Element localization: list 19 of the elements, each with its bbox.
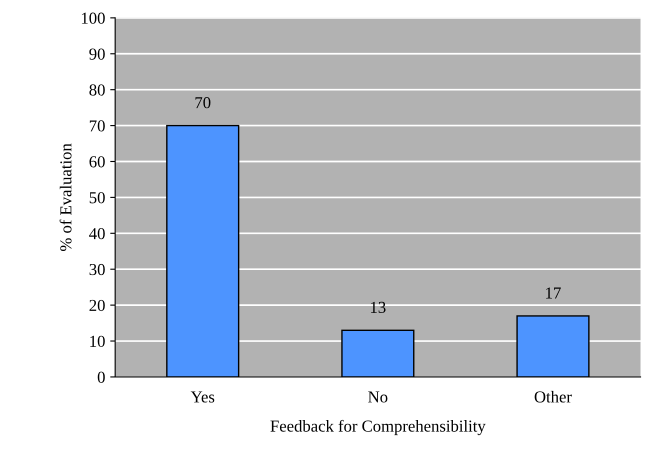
y-tick-label: 40 [89, 228, 105, 240]
y-tick-label: 30 [90, 264, 105, 276]
y-tick-label: 10 [90, 336, 105, 347]
y-tick-label: 0 [98, 372, 105, 383]
y-tick-label: 70 [90, 120, 105, 132]
y-axis-title: % of Evaluation [60, 144, 72, 251]
y-tick-label: 100 [82, 12, 105, 24]
x-axis-title: Feedback for Comprehensibility [270, 420, 486, 436]
x-tick-label: Other [534, 390, 572, 403]
y-tick-label: 50 [90, 192, 105, 204]
data-label: 17 [546, 287, 561, 298]
data-label: 70 [195, 97, 210, 108]
y-tick-label: 20 [90, 300, 105, 312]
x-tick-label: Yes [190, 391, 214, 403]
y-tick-label: 60 [89, 156, 105, 168]
y-tick-label: 90 [89, 48, 105, 60]
y-tick-label: 80 [89, 84, 105, 96]
data-label: 13 [370, 302, 386, 313]
x-tick-label: No [368, 391, 388, 403]
